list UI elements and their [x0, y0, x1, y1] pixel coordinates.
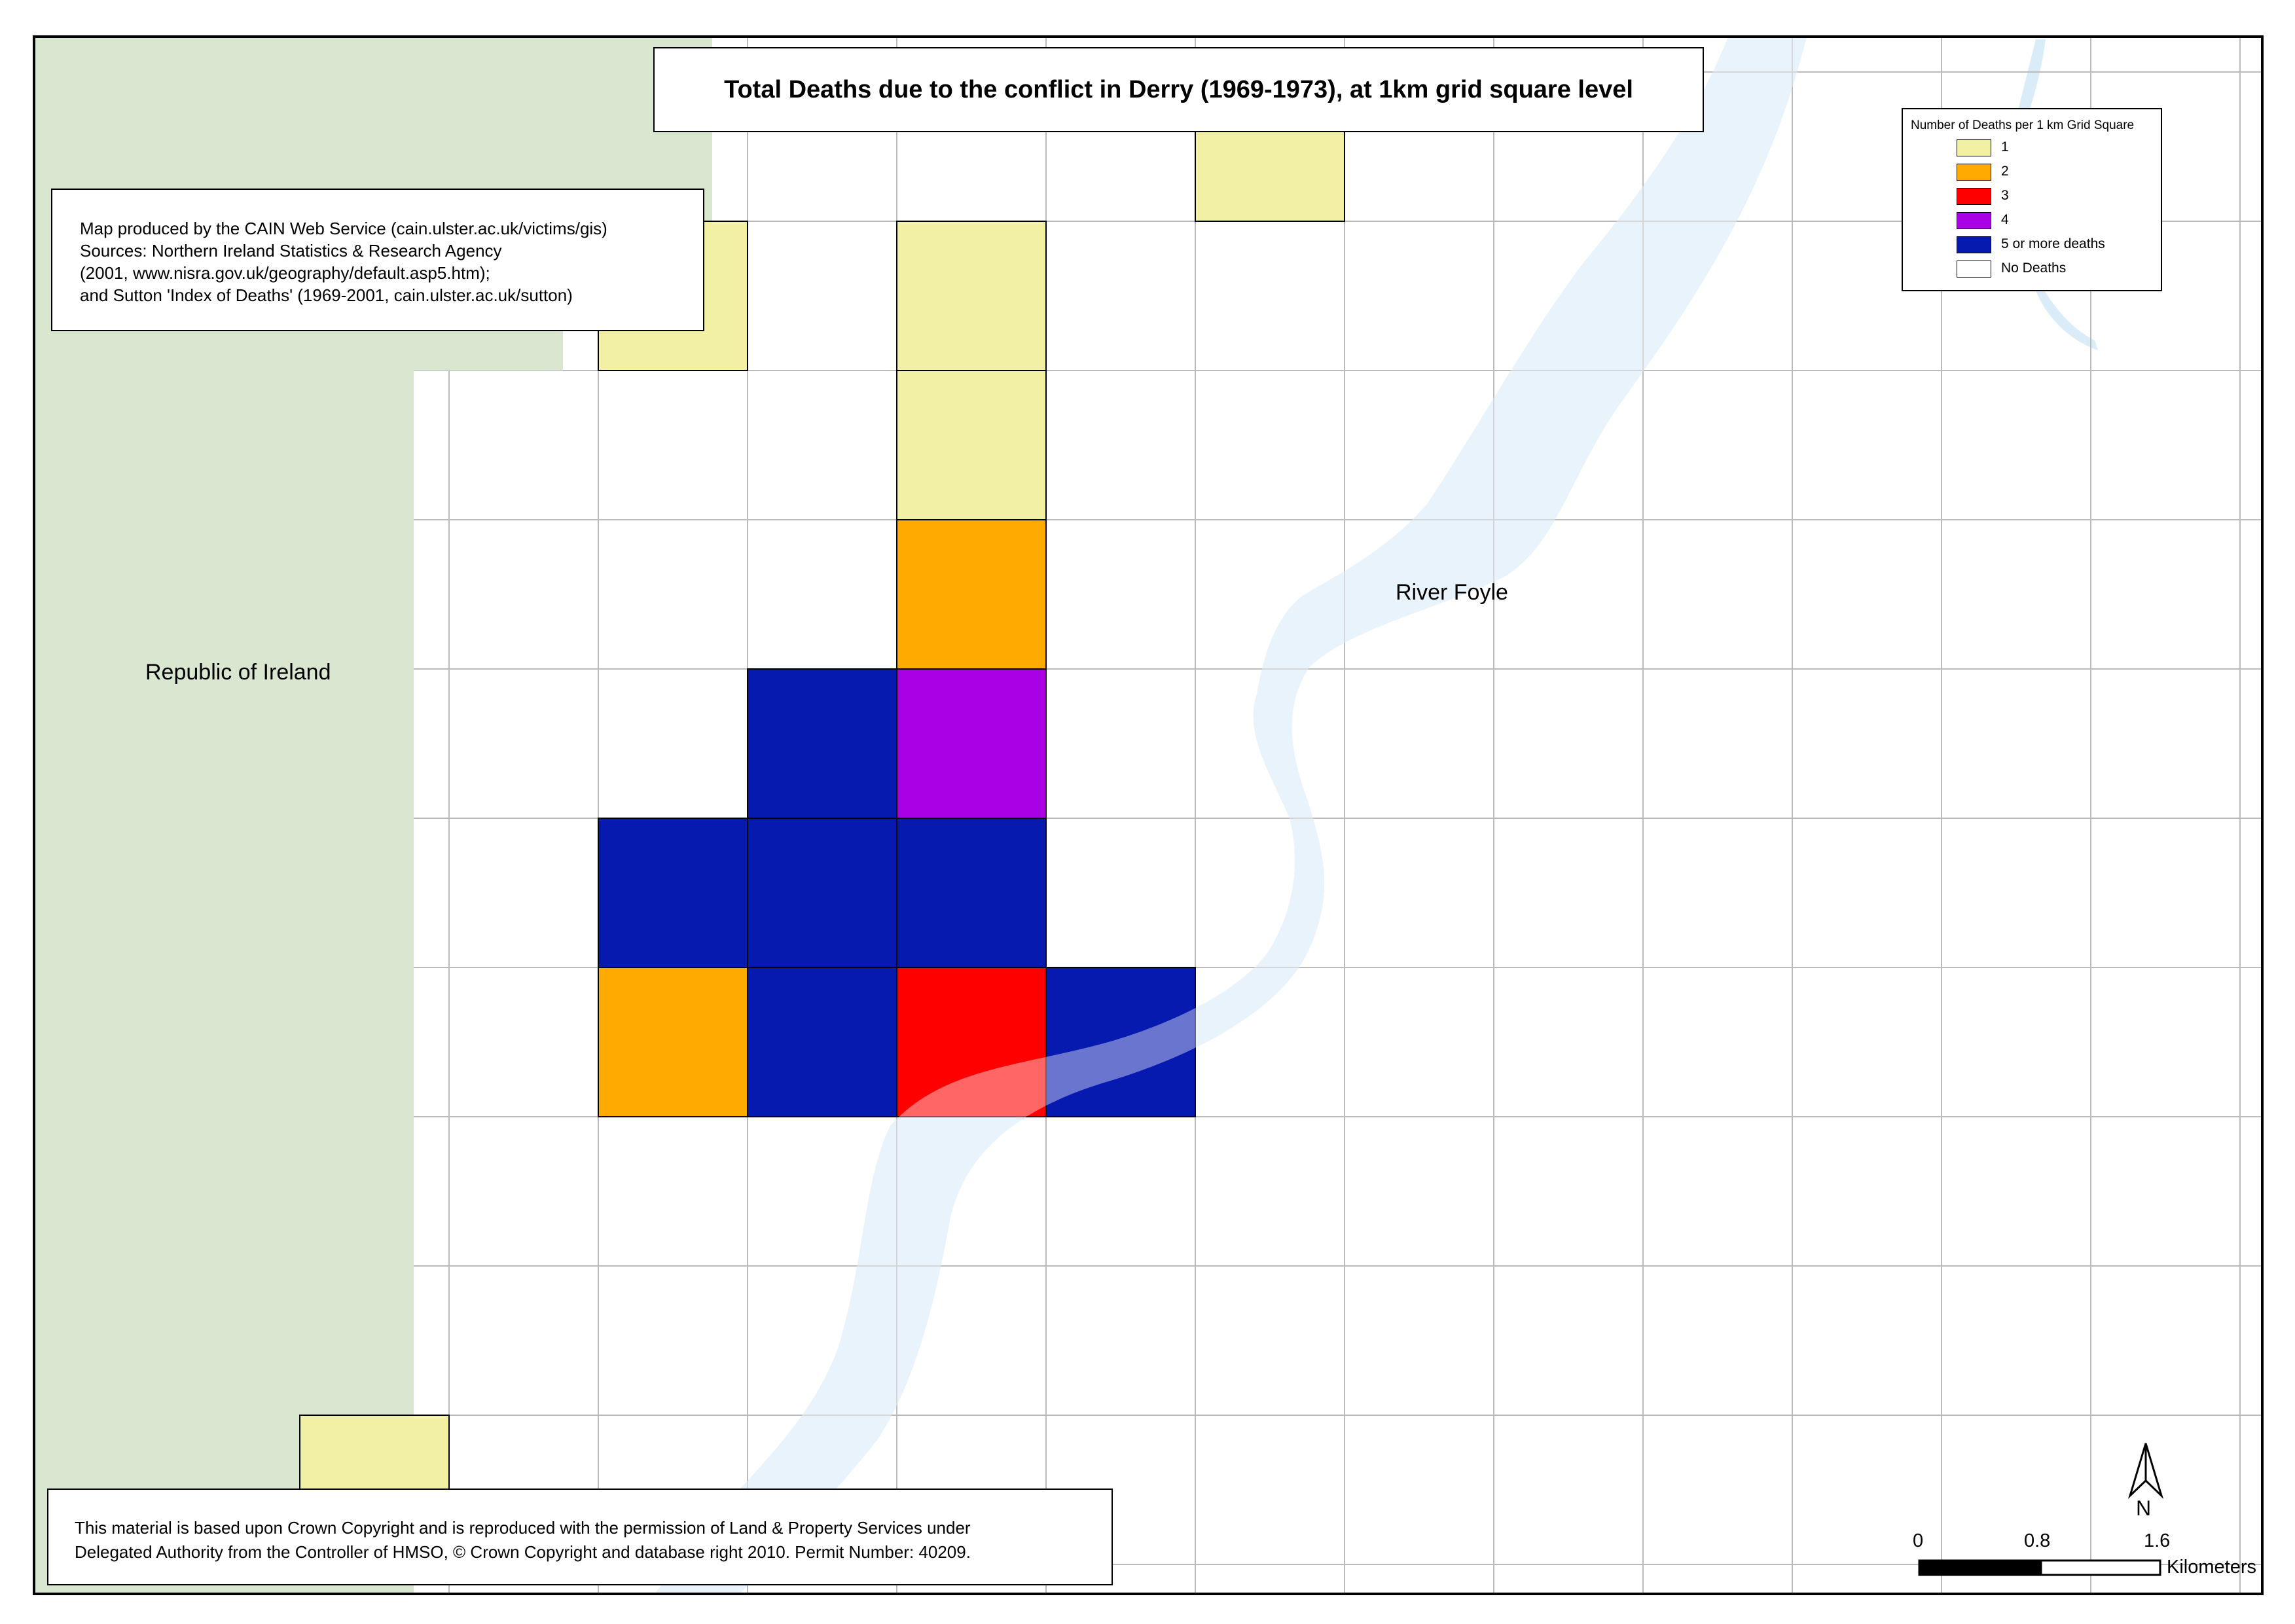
- map-title: Total Deaths due to the conflict in Derr…: [724, 75, 1633, 103]
- river-foyle-label: River Foyle: [1396, 580, 1508, 605]
- legend-label: 5 or more deaths: [2001, 236, 2105, 251]
- legend-label: 4: [2001, 212, 2009, 227]
- grid-square: [896, 221, 1047, 371]
- copyright-box: This material is based upon Crown Copyri…: [47, 1489, 1113, 1585]
- legend-swatch: [1957, 261, 1991, 278]
- grid-square: [896, 818, 1047, 968]
- legend-swatch: [1957, 188, 1991, 205]
- grid-square: [598, 967, 748, 1117]
- grid-square: [747, 818, 897, 968]
- grid-square: [598, 818, 748, 968]
- grid-square: [747, 668, 897, 819]
- legend-swatch: [1957, 236, 1991, 253]
- legend-item: No Deaths: [1911, 254, 2161, 278]
- legend-item: 3: [1911, 181, 2161, 206]
- grid-square: [896, 668, 1047, 819]
- grid-square: [896, 370, 1047, 520]
- legend-swatch: [1957, 164, 1991, 181]
- legend-item: 4: [1911, 206, 2161, 230]
- credits-line: Sources: Northern Ireland Statistics & R…: [80, 241, 502, 261]
- credits-line: (2001, www.nisra.gov.uk/geography/defaul…: [80, 263, 490, 283]
- north-arrow-icon: [2127, 1443, 2164, 1500]
- legend: Number of Deaths per 1 km Grid Square 1 …: [1902, 108, 2162, 291]
- legend-label: No Deaths: [2001, 261, 2067, 276]
- map-frame: [33, 35, 2264, 1595]
- grid-square: [896, 519, 1047, 670]
- north-arrow-label: N: [2136, 1496, 2152, 1520]
- river-overlay: [655, 37, 1807, 1594]
- grid-square: [896, 967, 1047, 1117]
- scale-units-label: Kilometers: [2167, 1557, 2256, 1578]
- credits-line: and Sutton 'Index of Deaths' (1969-2001,…: [80, 285, 573, 305]
- death-squares: [299, 71, 1345, 1565]
- legend-item: 2: [1911, 157, 2161, 181]
- republic-of-ireland-label: Republic of Ireland: [145, 660, 331, 685]
- credits-box: Map produced by the CAIN Web Service (ca…: [51, 189, 704, 331]
- map-title-box: Total Deaths due to the conflict in Derr…: [653, 47, 1704, 132]
- legend-item: 1: [1911, 133, 2161, 157]
- legend-title: Number of Deaths per 1 km Grid Square: [1911, 118, 2135, 132]
- grid-square: [747, 967, 897, 1117]
- grid-square: [1045, 967, 1196, 1117]
- legend-swatch: [1957, 212, 1991, 229]
- legend-label: 3: [2001, 188, 2009, 203]
- scale-bar: [1918, 1559, 2161, 1576]
- scale-tick-label: 1.6: [2144, 1530, 2171, 1551]
- scale-tick-label: 0.8: [2024, 1530, 2051, 1551]
- credits-line: Map produced by the CAIN Web Service (ca…: [80, 219, 607, 238]
- legend-item: 5 or more deaths: [1911, 230, 2161, 254]
- copyright-line: Delegated Authority from the Controller …: [75, 1542, 971, 1562]
- legend-swatch: [1957, 139, 1991, 156]
- scale-tick-label: 0: [1913, 1530, 1924, 1551]
- legend-label: 1: [2001, 139, 2009, 154]
- legend-label: 2: [2001, 164, 2009, 179]
- copyright-line: This material is based upon Crown Copyri…: [75, 1518, 971, 1538]
